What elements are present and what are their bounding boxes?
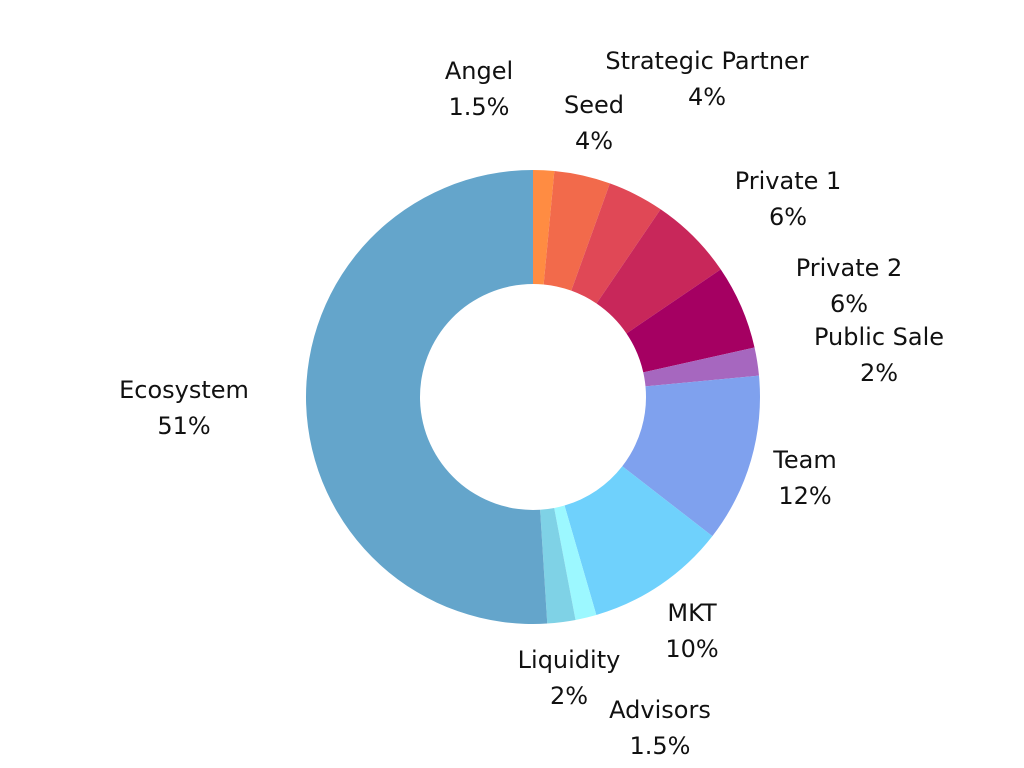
- slice-name: Team: [772, 446, 836, 474]
- label-private-2: Private 2 6%: [796, 254, 903, 318]
- slice-advisors: [554, 505, 597, 620]
- slice-name: Seed: [564, 91, 624, 119]
- slice-angel: [533, 170, 555, 285]
- slice-percent: 51%: [157, 412, 210, 440]
- label-advisors: Advisors 1.5%: [609, 696, 711, 760]
- slice-seed: [543, 171, 610, 291]
- label-ecosystem: Ecosystem 51%: [119, 376, 249, 440]
- slice-team: [622, 375, 760, 537]
- slice-percent: 4%: [575, 127, 613, 155]
- slice-percent: 6%: [769, 203, 807, 231]
- slice-percent: 1.5%: [449, 93, 510, 121]
- slice-name: Private 1: [735, 167, 842, 195]
- slice-name: Private 2: [796, 254, 903, 282]
- slice-percent: 12%: [778, 482, 831, 510]
- slice-name: Strategic Partner: [605, 47, 808, 75]
- slice-public-sale: [643, 347, 759, 387]
- slice-name: Ecosystem: [119, 376, 249, 404]
- slice-name: Angel: [445, 57, 513, 85]
- slice-mkt: [564, 466, 713, 615]
- slice-percent: 6%: [830, 290, 868, 318]
- label-liquidity: Liquidity 2%: [518, 646, 621, 710]
- slice-percent: 1.5%: [630, 732, 691, 760]
- slice-ecosystem: [305, 170, 548, 624]
- label-mkt: MKT 10%: [665, 599, 718, 663]
- label-angel: Angel 1.5%: [445, 57, 513, 121]
- slice-percent: 10%: [665, 635, 718, 663]
- slice-name: Liquidity: [518, 646, 621, 674]
- slice-name: MKT: [667, 599, 717, 627]
- slice-name: Advisors: [609, 696, 711, 724]
- label-public-sale: Public Sale 2%: [814, 323, 944, 387]
- donut-labels: Angel 1.5% Seed 4% Strategic Partner 4% Privat…: [119, 47, 944, 760]
- donut-slices: [305, 170, 760, 624]
- label-team: Team 12%: [772, 446, 836, 510]
- label-strategic-partner: Strategic Partner 4%: [605, 47, 808, 111]
- slice-liquidity: [540, 507, 576, 624]
- slice-name: Public Sale: [814, 323, 944, 351]
- label-seed: Seed 4%: [564, 91, 624, 155]
- slice-private-1: [596, 209, 721, 334]
- label-private-1: Private 1 6%: [735, 167, 842, 231]
- slice-private-2: [626, 269, 755, 373]
- slice-percent: 2%: [860, 359, 898, 387]
- slice-strategic-partner: [571, 183, 661, 304]
- slice-percent: 2%: [550, 682, 588, 710]
- slice-percent: 4%: [688, 83, 726, 111]
